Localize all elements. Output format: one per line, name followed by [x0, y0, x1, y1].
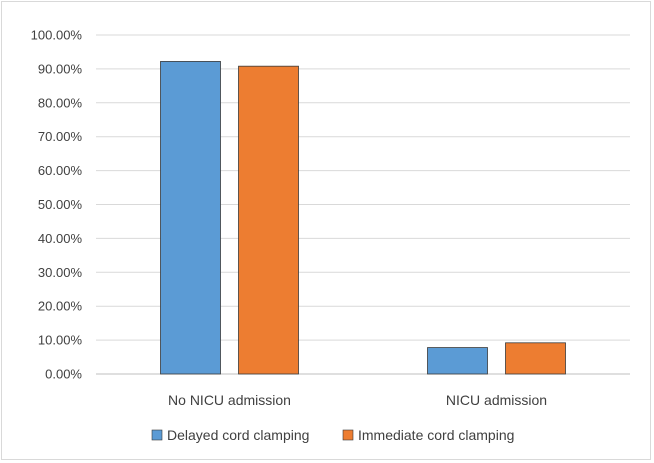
- legend-swatch: [151, 429, 163, 441]
- x-category-label: No NICU admission: [168, 392, 291, 408]
- y-axis-tick-labels: 0.00% 10.00% 20.00% 30.00% 40.00% 50.00% 60.00…: [31, 28, 83, 382]
- bar-delayed-nicu: [427, 347, 488, 375]
- y-tick-label: 90.00%: [38, 61, 83, 76]
- x-category-label: NICU admission: [446, 392, 547, 408]
- x-axis-category-labels: No NICU admission NICU admission: [168, 392, 547, 408]
- bars: [160, 61, 566, 375]
- y-tick-label: 80.00%: [38, 95, 83, 110]
- legend-label: Delayed cord clamping: [167, 427, 309, 443]
- legend-swatch: [342, 429, 354, 441]
- y-tick-label: 10.00%: [38, 333, 83, 348]
- y-tick-label: 40.00%: [38, 231, 83, 246]
- y-tick-label: 30.00%: [38, 265, 83, 280]
- y-tick-label: 50.00%: [38, 197, 83, 212]
- legend-label: Immediate cord clamping: [358, 427, 514, 443]
- bar-delayed-no-nicu: [160, 61, 221, 375]
- y-tick-label: 0.00%: [45, 367, 82, 382]
- y-tick-label: 20.00%: [38, 299, 83, 314]
- y-tick-label: 60.00%: [38, 163, 83, 178]
- legend: Delayed cord clamping Immediate cord clam…: [151, 427, 514, 443]
- bar-immediate-no-nicu: [238, 65, 299, 375]
- bar-immediate-nicu: [505, 342, 566, 375]
- y-tick-label: 70.00%: [38, 129, 83, 144]
- y-tick-label: 100.00%: [31, 28, 83, 43]
